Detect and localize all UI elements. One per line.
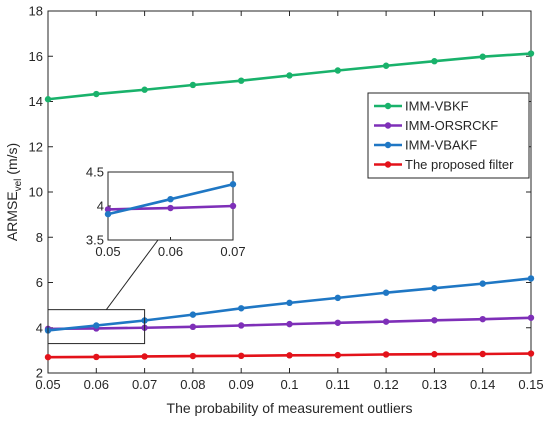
series-4-point [286, 352, 293, 359]
series-4-point [44, 353, 52, 361]
inset-series-2-point [229, 202, 237, 210]
series-4-point [189, 352, 197, 360]
zoom-connector [105, 239, 159, 310]
legend-swatch-marker [384, 102, 392, 110]
x-tick-label: 0.1 [280, 377, 298, 392]
series-1-point [238, 77, 245, 84]
inset-y-tick-label: 4.5 [86, 165, 104, 180]
legend-swatch-marker [384, 122, 392, 129]
inset-y-tick-label: 3.5 [86, 233, 104, 248]
inset-series-3-point [229, 181, 237, 188]
series-4-point [141, 353, 148, 360]
y-axis-title: ARMSEvel (m/s) [4, 143, 24, 241]
y-tick-label: 4 [36, 320, 43, 335]
series-3-point [189, 311, 197, 318]
x-tick-label: 0.13 [422, 377, 447, 392]
series-2-point [431, 317, 438, 324]
y-tick-label: 16 [29, 49, 43, 64]
legend: IMM-VBKF IMM-ORSRCKF IMM-VBAKF The proposed… [367, 92, 530, 179]
series-3-point [431, 284, 438, 292]
y-tick-label: 12 [29, 139, 43, 154]
inset-series-2-point [104, 206, 112, 213]
legend-label: IMM-VBAKF [405, 138, 477, 153]
y-axis-title-main: ARMSE [4, 191, 20, 241]
series-2-point [189, 323, 197, 331]
series-4-point [93, 353, 100, 361]
series-2-point [238, 322, 245, 329]
series-1-point [141, 86, 148, 93]
series-3-point [479, 280, 486, 287]
inset-plot: 0.05 0.06 0.07 3.5 4 4.5 [86, 165, 246, 260]
series-1-point [334, 67, 341, 74]
series-3-point [382, 289, 390, 296]
series-1-point [44, 96, 52, 103]
x-axis-title: The probability of measurement outliers [167, 400, 413, 416]
legend-label: The proposed filter [405, 157, 514, 172]
x-tick-label: 0.08 [180, 377, 205, 392]
x-tick-label: 0.05 [35, 377, 60, 392]
series-2-point [334, 319, 341, 326]
series-1-point [382, 62, 390, 69]
series-1-point [286, 72, 293, 79]
y-tick-label: 8 [36, 230, 43, 245]
series-3-point [527, 275, 535, 282]
inset-series-2-point [167, 204, 174, 212]
y-tick-label: 2 [36, 366, 43, 381]
series-2-point [479, 315, 486, 323]
legend-swatch-marker [384, 141, 392, 149]
inset-x-tick-label: 0.05 [95, 244, 120, 259]
series-2-point [382, 318, 390, 325]
y-axis-title-subscript: vel [13, 179, 24, 192]
series-4-point [382, 351, 390, 358]
series-3-point [286, 299, 293, 307]
y-tick-label: 10 [29, 185, 43, 200]
series-4-point [479, 350, 486, 358]
series-1-point [479, 53, 486, 60]
series-4-point [238, 352, 245, 360]
series-4-point [527, 350, 535, 357]
series-3-point [93, 322, 100, 329]
y-tick-label: 18 [29, 4, 43, 19]
legend-swatch-marker [384, 161, 392, 168]
series-3-point [238, 305, 245, 312]
main-plot-area: 0.05 0.06 0.07 0.08 0.09 0.1 0.11 0.12 0.13 0.14 0… [29, 4, 544, 393]
series-2-point [286, 320, 293, 328]
series-3-point [334, 294, 341, 302]
y-axis-title-unit: (m/s) [4, 143, 20, 179]
inset-series-3-point [167, 196, 174, 203]
y-tick-label: 14 [29, 94, 43, 109]
inset-x-tick-label: 0.07 [220, 244, 245, 259]
y-tick-label: 6 [36, 275, 43, 290]
x-tick-label: 0.07 [132, 377, 157, 392]
x-tick-label: 0.12 [373, 377, 398, 392]
series-4-point [431, 351, 438, 358]
x-tick-label: 0.15 [518, 377, 543, 392]
series-2-point [527, 314, 535, 321]
zoom-marker [47, 239, 159, 345]
inset-y-tick-label: 4 [97, 199, 104, 214]
zoom-box [47, 309, 146, 345]
legend-label: IMM-VBKF [405, 99, 469, 114]
x-tick-label: 0.06 [84, 377, 109, 392]
x-tick-label: 0.09 [229, 377, 254, 392]
series-1-point [431, 58, 438, 65]
series-1-point [93, 90, 100, 98]
x-tick-label: 0.11 [326, 377, 350, 392]
x-tick-label: 0.14 [470, 377, 495, 392]
series-1-point [189, 81, 197, 89]
legend-label: IMM-ORSRCKF [405, 118, 498, 133]
series-1-point [527, 50, 535, 57]
inset-series-3-point [104, 210, 112, 218]
inset-x-tick-label: 0.06 [158, 244, 183, 259]
series-4-point [334, 351, 341, 359]
